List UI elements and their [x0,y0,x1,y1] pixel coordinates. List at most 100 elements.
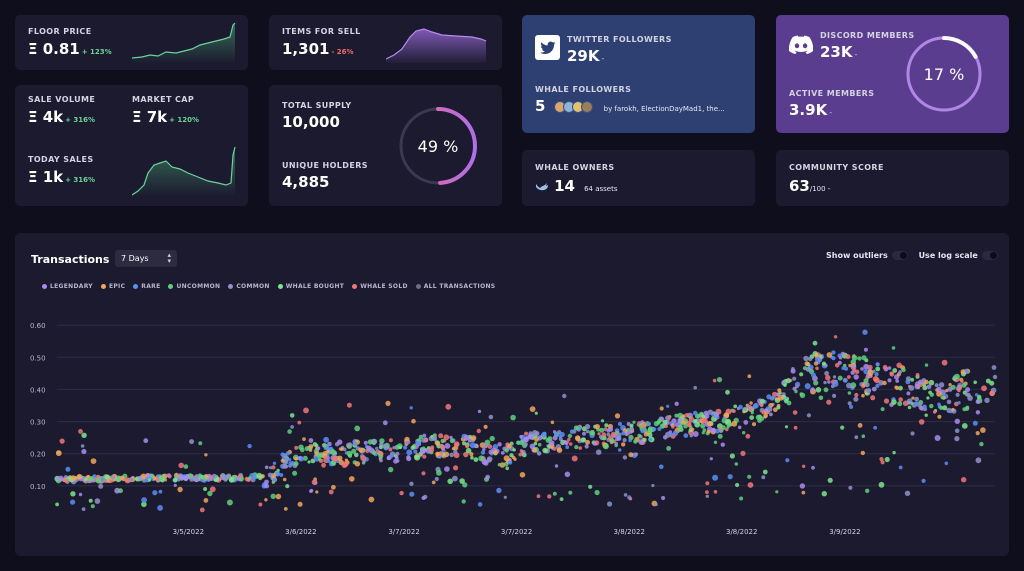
transaction-point [832,375,837,379]
transaction-point [173,483,177,487]
transaction-point [834,363,840,368]
transaction-point [292,470,298,476]
transaction-point [608,426,614,432]
transaction-point [921,478,926,483]
transaction-point [860,367,864,371]
transaction-point [960,379,964,384]
x-tick-label: 3/8/2022 [613,528,644,536]
transaction-point [388,438,393,443]
transaction-point [891,346,896,350]
log-scale-toggle[interactable] [981,251,998,260]
transaction-point [447,478,454,485]
transaction-point [882,380,887,386]
today-sales-label: TODAY SALES [28,155,94,164]
transaction-point [823,387,829,393]
transaction-point [803,355,809,362]
transaction-point [211,473,217,480]
transaction-point [880,460,885,465]
transaction-point [948,383,952,387]
legend-item[interactable]: UNCOMMON [168,283,220,290]
transaction-point [848,485,853,490]
transaction-point [183,464,189,469]
community-score-value: 63 [789,177,810,195]
transaction-point [421,471,426,476]
holders-ring: 49 % [399,107,477,185]
transaction-point [434,476,439,482]
transaction-point [661,495,666,501]
transaction-point [837,375,843,381]
transaction-point [705,490,709,494]
transaction-point [316,452,323,459]
legend-label: RARE [141,283,161,290]
transaction-point [264,483,270,489]
legend-item[interactable]: COMMON [228,283,269,290]
legend-item[interactable]: WHALE BOUGHT [277,283,344,290]
transaction-point [360,455,367,462]
transaction-point [778,394,784,401]
show-outliers-toggle[interactable] [891,251,908,260]
transaction-point [811,372,816,378]
transaction-point [467,439,472,443]
transaction-point [147,478,152,482]
transaction-point [863,363,869,370]
transaction-point [162,473,168,479]
transaction-point [497,442,502,447]
transaction-point [659,406,664,411]
transaction-point [90,504,95,509]
transaction-point [864,382,870,388]
transaction-point [626,422,631,426]
transaction-point [936,390,942,397]
transaction-point [905,376,911,382]
legend-dot [133,284,139,289]
floor-price-label: FLOOR PRICE [28,27,92,36]
transaction-point [104,474,110,480]
transaction-point [507,460,513,465]
transaction-point [974,393,979,397]
legend-item[interactable]: ALL TRANSACTIONS [415,283,496,290]
transaction-point [863,347,868,352]
transaction-point [815,366,819,371]
transaction-point [785,378,792,384]
transaction-point [713,490,718,494]
transaction-point [637,433,642,438]
transaction-point [897,401,903,407]
x-tick-label: 3/7/2022 [388,528,419,536]
legend-item[interactable]: EPIC [100,283,125,290]
transaction-point [884,456,890,463]
transaction-point [449,435,453,440]
transaction-point [628,438,632,443]
period-select[interactable]: 7 Days ▴ ▾ [115,250,177,267]
transaction-point [504,448,509,453]
transaction-point [814,353,819,358]
transaction-point [469,452,474,457]
transaction-point [326,458,331,463]
transaction-point [871,386,877,392]
transaction-point [388,466,394,473]
transaction-point [914,396,919,402]
transaction-point [386,456,391,461]
transaction-point [910,401,914,406]
transaction-point [604,423,609,428]
legend-item[interactable]: WHALE SOLD [352,283,408,290]
transaction-point [256,472,262,479]
transaction-point [288,458,292,462]
items-for-sell-label: ITEMS FOR SELL [282,27,361,36]
transaction-point [347,442,353,447]
transaction-point [707,409,713,415]
transaction-point [628,452,634,458]
legend-item[interactable]: RARE [133,283,160,290]
transaction-point [910,377,915,382]
legend-dot [228,284,234,289]
transaction-point [529,406,536,412]
legend-item[interactable]: LEGENDARY [42,283,93,290]
transaction-point [769,412,773,417]
transaction-point [883,398,890,404]
transaction-point [477,409,482,414]
transaction-point [775,397,779,401]
transaction-point [891,399,897,405]
transaction-point [739,496,744,501]
discord-active-ring: 17 % [906,36,982,112]
transaction-point [513,457,517,461]
transaction-point [975,431,980,436]
transaction-point [804,361,810,367]
